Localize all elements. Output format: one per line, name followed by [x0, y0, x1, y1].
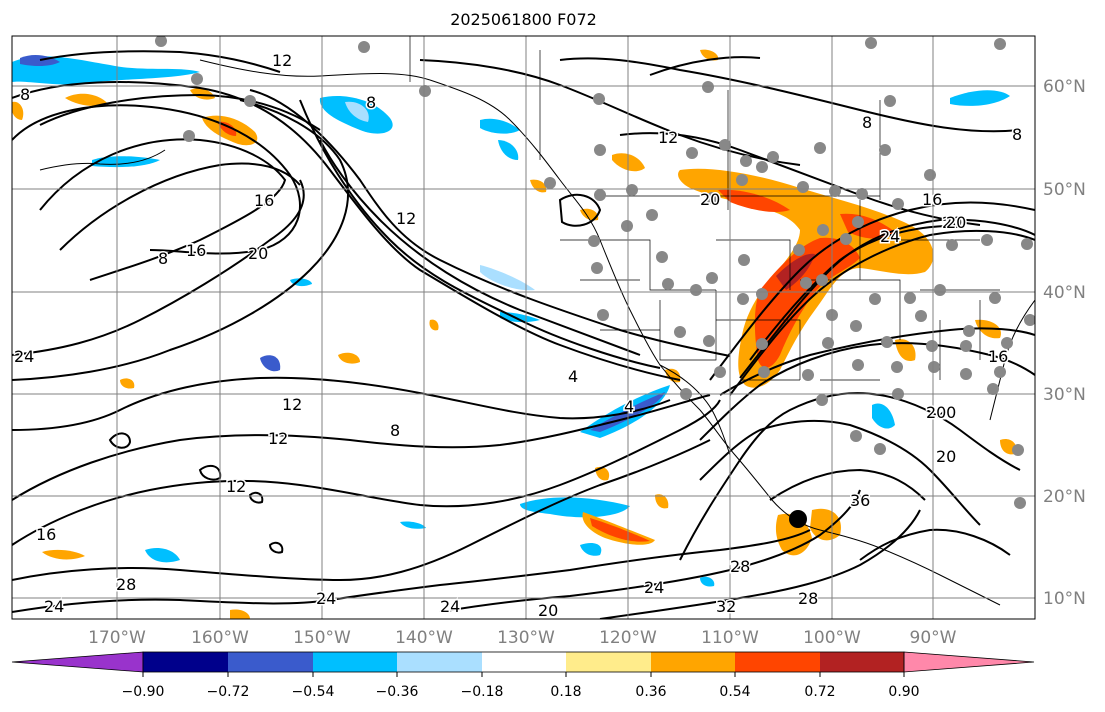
lat-label-40n: 40°N — [1043, 283, 1086, 303]
contour-label: 4 — [568, 367, 578, 386]
contour-label: 16 — [36, 525, 56, 544]
colorbar-bin — [566, 652, 651, 672]
contour-label: 16 — [254, 191, 274, 210]
longitude-labels: 170°W 160°W 150°W 140°W 130°W 120°W 110°… — [88, 628, 957, 648]
contour-label: 20 — [700, 190, 720, 209]
map-title: 2025061800 F072 — [450, 10, 597, 29]
lat-label-50n: 50°N — [1043, 180, 1086, 200]
contour-label: 20 — [946, 213, 966, 232]
map-panel — [12, 36, 1035, 619]
contour-label: 8 — [862, 113, 872, 132]
contour-label: 8 — [390, 421, 400, 440]
contour-label: 8 — [1012, 125, 1022, 144]
contour-label: 20 — [936, 403, 956, 422]
contour-label: 20 — [248, 244, 268, 263]
city-marker — [789, 510, 807, 528]
colorbar-tick-label: −0.36 — [376, 684, 419, 700]
colorbar-tick-label: 0.90 — [888, 684, 919, 700]
contour-label: 12 — [396, 209, 416, 228]
contour-label: 16 — [988, 347, 1008, 366]
coastlines — [39, 59, 1035, 606]
station-markers — [155, 36, 1035, 509]
colorbar-tick-label: 0.18 — [550, 684, 581, 700]
contour-label: 24 — [880, 227, 900, 246]
contour-label: 4 — [624, 397, 634, 416]
contour-label: 32 — [716, 597, 736, 616]
contour-label: 16 — [922, 190, 942, 209]
colorbar: −0.90 −0.72 −0.54 −0.36 −0.18 0.18 0.36 … — [11, 651, 1035, 700]
contour-label: 36 — [850, 491, 870, 510]
colorbar-tick-label: −0.18 — [461, 684, 504, 700]
contour-label: 12 — [272, 51, 292, 70]
contour-label: 8 — [366, 93, 376, 112]
contour-label: 28 — [730, 557, 750, 576]
contour-label: 24 — [316, 589, 336, 608]
lon-label-160w: 160°W — [191, 628, 249, 648]
contour-label: 20 — [936, 447, 956, 466]
colorbar-bin — [143, 652, 228, 672]
colorbar-tick-label: −0.90 — [122, 684, 165, 700]
map-frame — [11, 35, 1036, 620]
lon-label-140w: 140°W — [395, 628, 453, 648]
contour-label: 16 — [186, 241, 206, 260]
contour-label-group: 8 12 8 8 12 8 16 12 20 24 16 20 16 24 20… — [13, 50, 1024, 620]
colorbar-tick-label: 0.54 — [719, 684, 750, 700]
contour-label: 20 — [926, 403, 946, 422]
contour-label: 28 — [798, 589, 818, 608]
lat-label-60n: 60°N — [1043, 77, 1086, 97]
colorbar-extend-high — [903, 651, 1035, 673]
lon-label-100w: 100°W — [803, 628, 861, 648]
latitude-labels: 60°N 50°N 40°N 30°N 20°N 10°N — [1043, 77, 1086, 609]
colorbar-bin — [313, 652, 397, 672]
lat-label-20n: 20°N — [1043, 487, 1086, 507]
contour-label: 12 — [658, 128, 678, 147]
lon-label-120w: 120°W — [599, 628, 657, 648]
contour-label: 24 — [440, 597, 460, 616]
contour-label: 8 — [158, 249, 168, 268]
colorbar-frame — [142, 651, 905, 673]
lon-label-110w: 110°W — [701, 628, 759, 648]
colorbar-extend-low — [11, 651, 144, 673]
lat-label-30n: 30°N — [1043, 385, 1086, 405]
contour-label: 12 — [268, 429, 288, 448]
contour-label: 20 — [538, 601, 558, 620]
lon-label-90w: 90°W — [910, 628, 957, 648]
contour-label: 24 — [644, 578, 664, 597]
colorbar-bin — [820, 652, 904, 672]
contour-label: 12 — [282, 395, 302, 414]
colorbar-tick-label: −0.72 — [207, 684, 250, 700]
lon-label-170w: 170°W — [88, 628, 146, 648]
contour-label: 12 — [226, 477, 246, 496]
colorbar-tick-label: 0.36 — [635, 684, 666, 700]
colorbar-tick-label: 0.72 — [804, 684, 835, 700]
lon-label-130w: 130°W — [497, 628, 555, 648]
colorbar-bin — [735, 652, 820, 672]
lat-label-10n: 10°N — [1043, 589, 1086, 609]
contour-label: 24 — [14, 347, 34, 366]
graticule — [12, 36, 1035, 619]
colorbar-bin — [228, 652, 313, 672]
colorbar-tick-label: −0.54 — [292, 684, 335, 700]
contour-label: 28 — [116, 575, 136, 594]
lon-label-150w: 150°W — [293, 628, 351, 648]
contour-label: 8 — [20, 85, 30, 104]
contour-label: 20 — [942, 213, 962, 232]
colorbar-bin — [651, 652, 735, 672]
contour-label: 24 — [44, 597, 64, 616]
colorbar-bin — [397, 652, 482, 672]
colorbar-bin — [482, 652, 566, 672]
